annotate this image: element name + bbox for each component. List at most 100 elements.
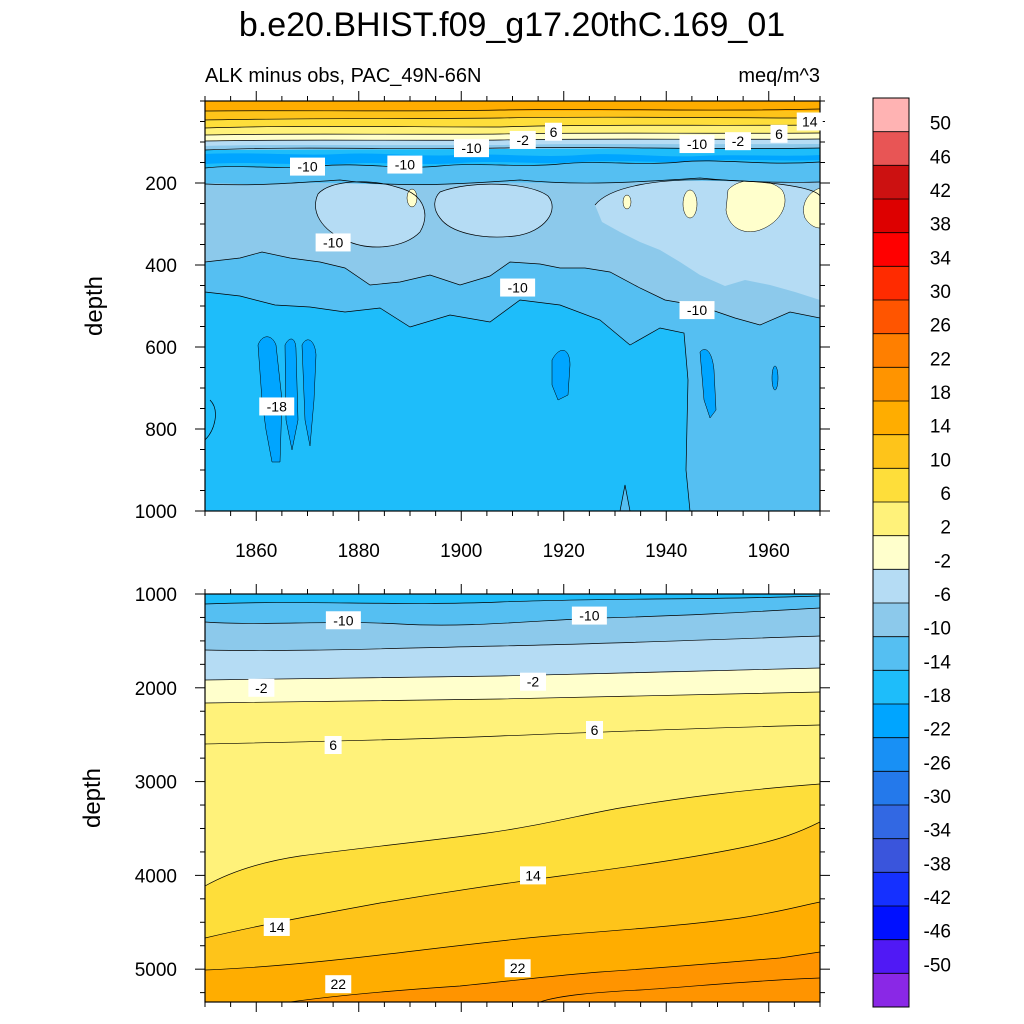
upper-xtick-label: 1920 — [543, 541, 585, 562]
upper-ytick-label: 600 — [145, 338, 177, 359]
upper-contour-label-text: -10 — [395, 157, 415, 173]
upper-subtitle-right: meq/m^3 — [738, 65, 820, 87]
colorbar-swatch — [873, 603, 909, 638]
upper-contour-label-bg — [315, 233, 351, 252]
colorbar-label: 50 — [930, 114, 951, 135]
lower-contour-line-11 — [539, 977, 820, 1002]
upper-contour-label-bg — [259, 397, 295, 416]
colorbar-swatch — [873, 973, 909, 1008]
colorbar-label: -38 — [924, 854, 951, 875]
upper-ytick-label: 200 — [145, 174, 177, 195]
upper-contour-label: -2 — [725, 132, 751, 151]
lower-contour-label-bg — [263, 917, 290, 936]
upper-fill-minus2-a — [406, 188, 418, 208]
upper-fill-band-10 — [205, 117, 820, 128]
upper-fill-minus2-b — [622, 194, 632, 210]
upper-contour-label: -18 — [259, 397, 295, 416]
upper-contour-label-bg — [500, 278, 536, 297]
upper-contour-label: -10 — [290, 157, 325, 176]
lower-contour-label-text: -10 — [333, 612, 353, 628]
lower-contour-label: -10 — [571, 606, 607, 625]
colorbar-swatch — [873, 636, 909, 671]
lower-fill-minus6 — [205, 636, 820, 680]
upper-contour-label-bg — [770, 124, 788, 143]
lower-fill-18 — [205, 902, 820, 1002]
lower-contour-label-text: 6 — [329, 737, 337, 753]
upper-contour-line-13 — [434, 183, 553, 238]
lower-contour-label-bg — [520, 866, 546, 885]
colorbar-swatch — [873, 872, 909, 907]
upper-fill-minus18-b — [284, 338, 299, 451]
lower-contour-line-2 — [205, 607, 820, 626]
upper-fill-minus2-c — [682, 189, 698, 219]
lower-fill-2 — [205, 692, 820, 744]
lower-fill-6 — [205, 725, 820, 886]
upper-contour-label: 6 — [545, 122, 562, 141]
colorbar-swatch — [873, 434, 909, 469]
upper-fill-minus6-a — [315, 181, 425, 247]
upper-contour-label: -10 — [315, 233, 351, 252]
upper-fill-minus14-patch — [620, 485, 630, 511]
colorbar-swatch — [873, 165, 909, 200]
upper-contour-line-12 — [315, 181, 426, 248]
lower-contour-label-text: -2 — [255, 680, 268, 696]
upper-contour-label-text: -10 — [687, 302, 707, 318]
upper-contour-label: -10 — [679, 135, 715, 154]
upper-contour-line-1 — [205, 108, 820, 112]
colorbar-swatch — [873, 266, 909, 301]
upper-xtick-label: 1880 — [338, 541, 380, 562]
lower-panel: 1000 2000 3000 4000 5000 -10 -10 -2 -2 6 6 14 14 22 2… — [79, 584, 830, 1012]
upper-contour-label-bg — [454, 139, 489, 158]
colorbar-label: -14 — [924, 652, 952, 673]
colorbar-swatch — [873, 569, 909, 604]
colorbar-label: -50 — [924, 955, 951, 976]
upper-fill-minus18-e — [699, 349, 717, 419]
colorbar-label: -34 — [924, 821, 952, 842]
upper-ytick-label: 400 — [145, 256, 177, 277]
colorbar-label: 42 — [930, 181, 951, 202]
lower-contour-label: 22 — [325, 975, 352, 994]
upper-xtick-label: 1900 — [440, 541, 482, 562]
lower-contour-label: 6 — [586, 721, 603, 739]
colorbar-swatch — [873, 199, 909, 234]
upper-contour-label-text: -18 — [267, 398, 287, 414]
colorbar-swatch — [873, 535, 909, 570]
lower-contour-line-9 — [205, 901, 820, 971]
colorbar-swatch — [873, 737, 909, 772]
lower-fill-14 — [205, 822, 820, 970]
colorbar-swatch — [873, 367, 909, 402]
colorbar-label: 30 — [930, 282, 951, 303]
lower-contour-label-text: -2 — [527, 674, 540, 690]
upper-contour-label: -10 — [679, 301, 715, 320]
lower-contour-line-6 — [205, 724, 820, 745]
upper-contour-label-text: 14 — [802, 114, 818, 130]
colorbar-label: 18 — [930, 383, 951, 404]
colorbar-swatch — [873, 401, 909, 436]
lower-contour-field — [205, 594, 820, 1002]
upper-subtitle-left: ALK minus obs, PAC_49N-66N — [205, 65, 481, 87]
lower-contour-lines — [205, 595, 820, 1002]
upper-contour-label-bg — [509, 130, 536, 149]
lower-contour-label: -2 — [520, 672, 546, 691]
upper-fill-minus6-b — [434, 184, 553, 238]
upper-contour-label-bg — [679, 301, 715, 320]
upper-panel: ALK minus obs, PAC_49N-66N meq/m^3 — [81, 65, 830, 562]
lower-contour-label-bg — [324, 736, 342, 755]
colorbar-swatch — [873, 838, 909, 873]
upper-fill-minus18-f — [771, 365, 779, 391]
colorbar-label: -2 — [934, 551, 951, 572]
lower-contour-line-5 — [205, 691, 820, 704]
upper-fill-band-18 — [205, 101, 820, 111]
upper-contour-label-text: -10 — [323, 234, 343, 250]
upper-fill-band-14 — [205, 111, 820, 120]
colorbar-swatch — [873, 906, 909, 941]
colorbar-swatch — [873, 704, 909, 739]
lower-contour-line-1 — [205, 595, 820, 605]
lower-ytick-label: 3000 — [135, 773, 177, 794]
lower-ytick-label: 4000 — [135, 866, 177, 887]
lower-ytick-label: 1000 — [135, 585, 177, 606]
upper-contour-label-text: -10 — [461, 140, 481, 156]
upper-contour-label-text: 6 — [775, 126, 783, 142]
lower-contour-label: 6 — [324, 736, 342, 755]
lower-contour-label: -10 — [325, 611, 361, 630]
